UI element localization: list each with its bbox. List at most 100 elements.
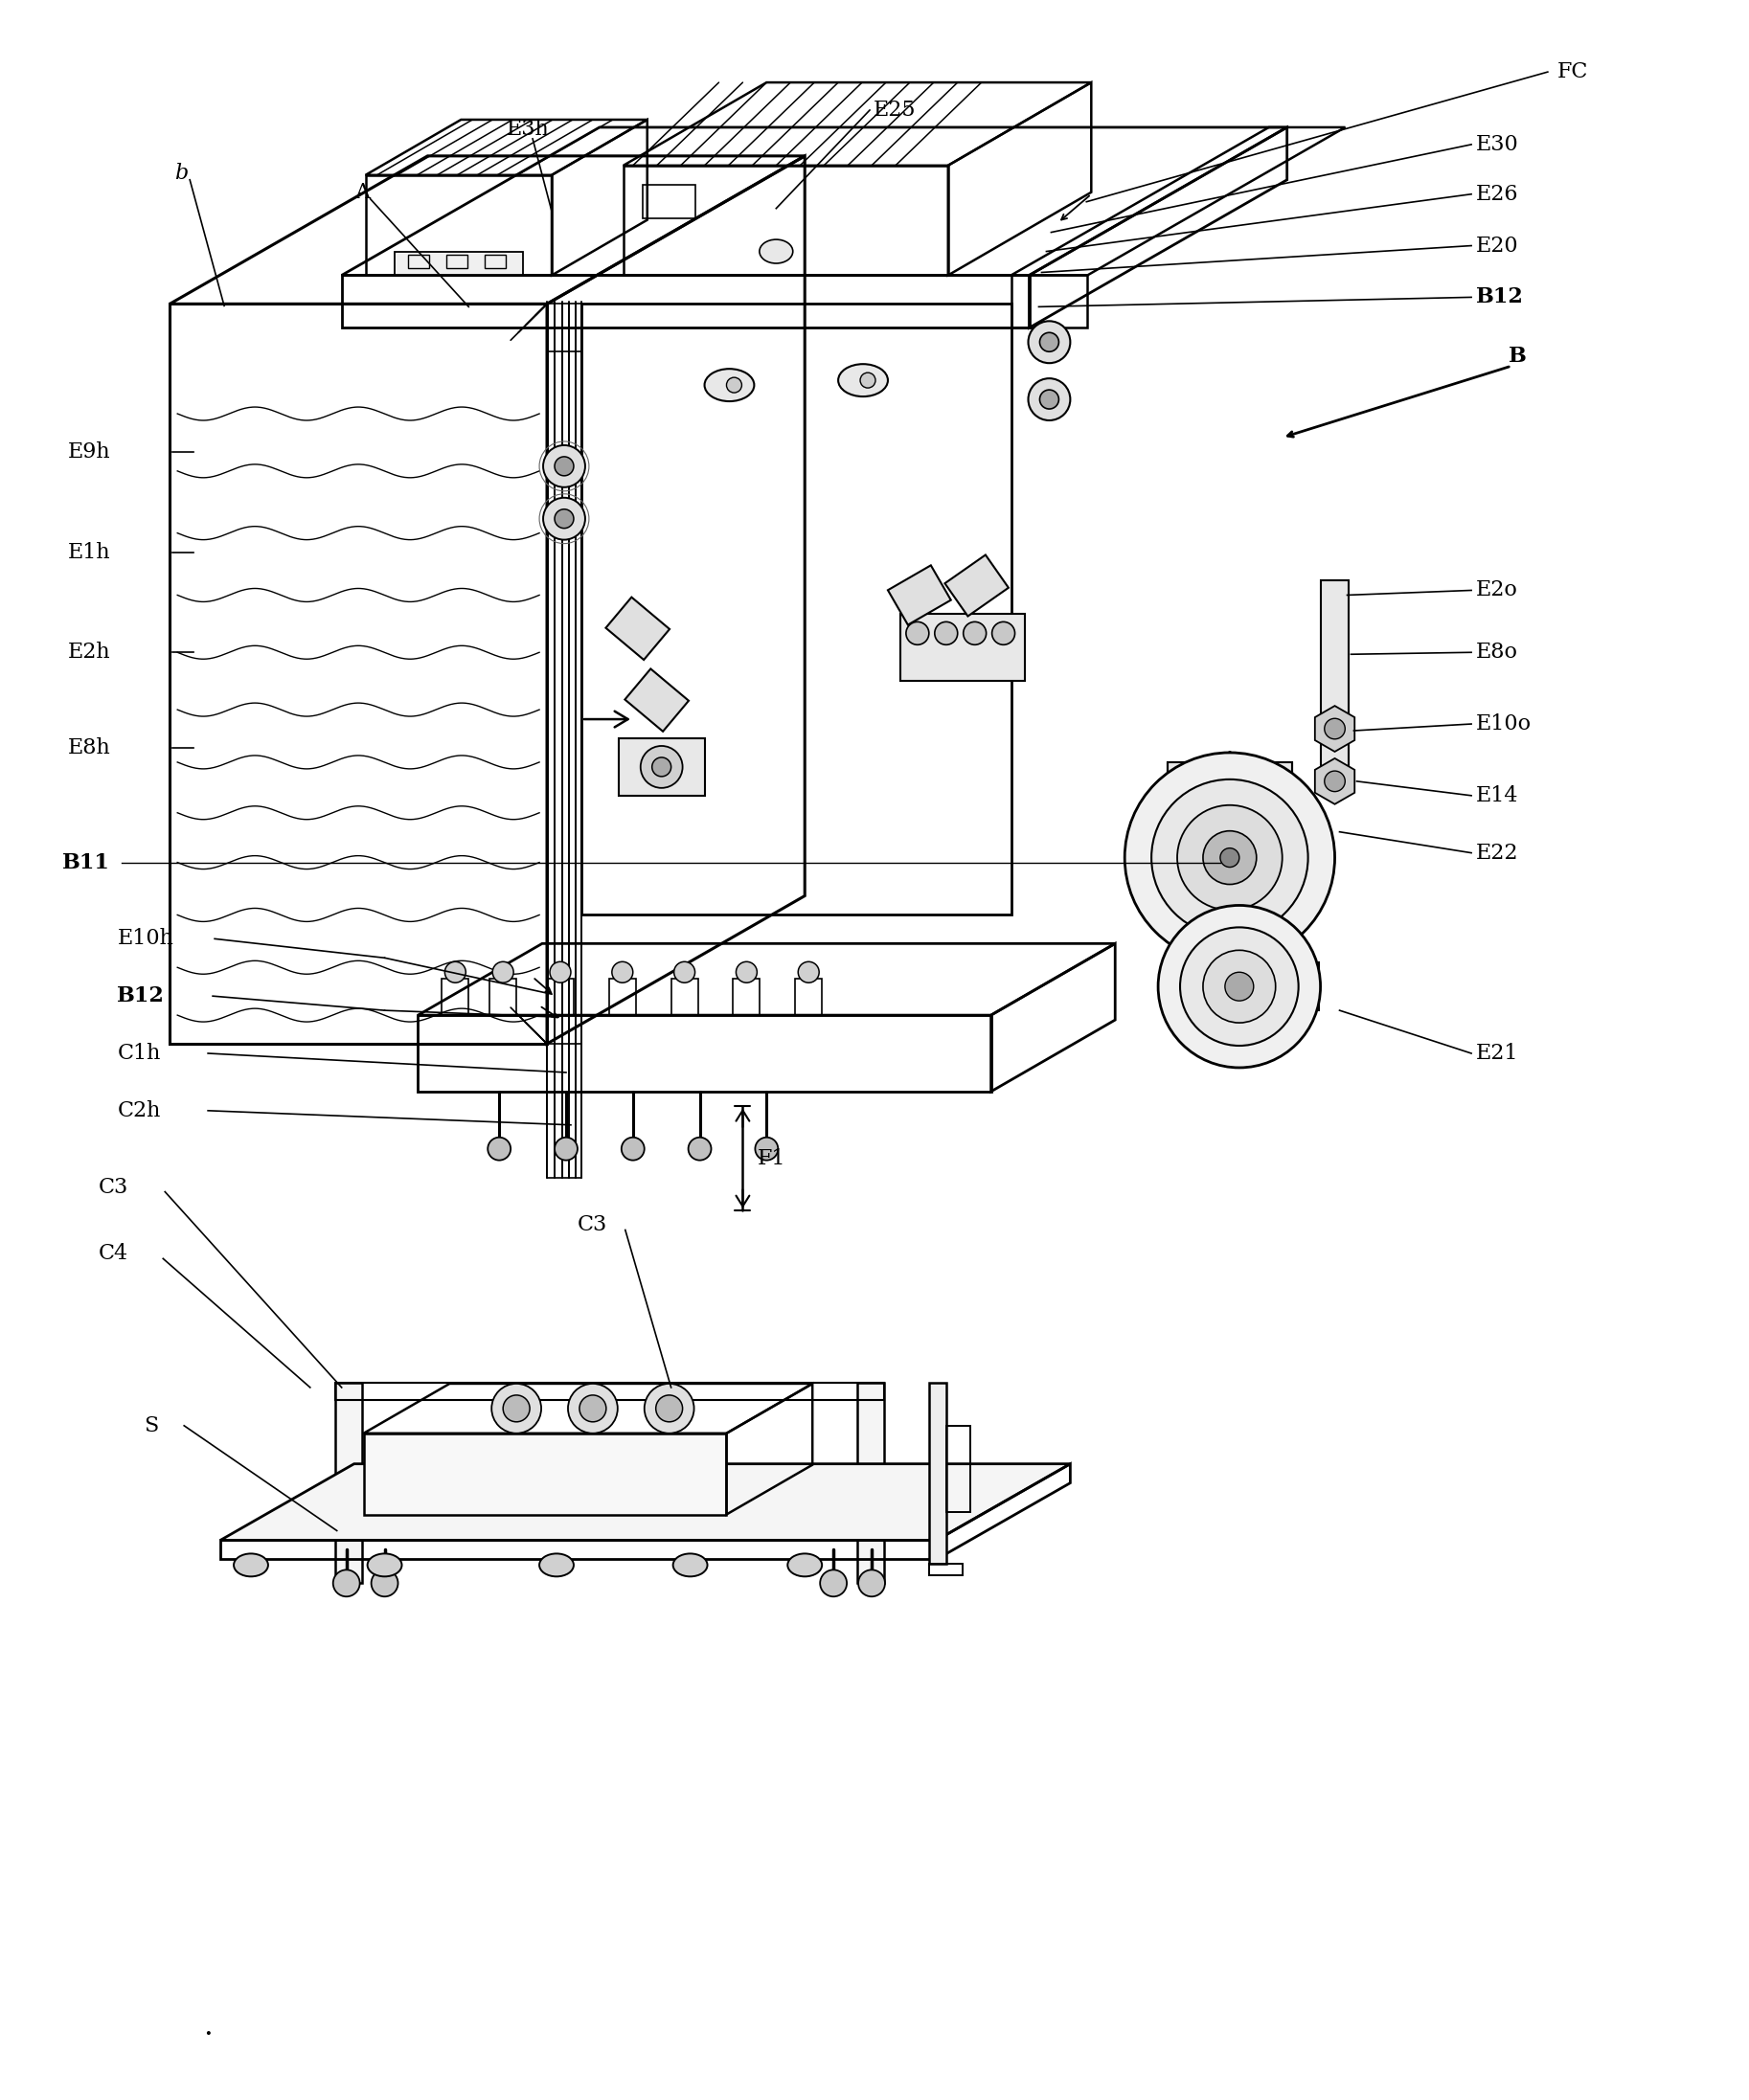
Text: C4: C4 bbox=[98, 1243, 128, 1264]
Text: E26: E26 bbox=[1476, 183, 1518, 204]
Text: E3h: E3h bbox=[507, 120, 549, 141]
Bar bbox=[336, 1382, 362, 1583]
Bar bbox=[581, 304, 1011, 916]
Polygon shape bbox=[220, 1464, 1070, 1539]
Bar bbox=[857, 1382, 883, 1583]
Circle shape bbox=[1039, 391, 1058, 410]
Bar bbox=[442, 979, 469, 1014]
Circle shape bbox=[488, 1138, 511, 1161]
Text: C2h: C2h bbox=[117, 1100, 161, 1121]
Ellipse shape bbox=[539, 1554, 574, 1577]
Text: E20: E20 bbox=[1476, 235, 1518, 256]
Text: E9h: E9h bbox=[68, 441, 110, 462]
Circle shape bbox=[1203, 949, 1275, 1023]
Text: E8h: E8h bbox=[68, 737, 110, 758]
Circle shape bbox=[656, 1394, 682, 1422]
Circle shape bbox=[859, 1571, 885, 1596]
Bar bbox=[220, 1539, 936, 1560]
Circle shape bbox=[1028, 378, 1070, 420]
Circle shape bbox=[491, 1384, 540, 1434]
Circle shape bbox=[689, 1138, 712, 1161]
Bar bbox=[490, 979, 516, 1014]
Circle shape bbox=[861, 372, 876, 389]
Bar bbox=[409, 254, 430, 269]
Bar bbox=[364, 1434, 726, 1514]
Circle shape bbox=[820, 1571, 847, 1596]
Circle shape bbox=[1125, 752, 1334, 962]
Ellipse shape bbox=[759, 239, 792, 262]
Circle shape bbox=[554, 508, 574, 529]
Ellipse shape bbox=[787, 1554, 822, 1577]
Circle shape bbox=[640, 746, 682, 788]
Circle shape bbox=[756, 1138, 778, 1161]
Circle shape bbox=[332, 1571, 360, 1596]
Circle shape bbox=[1203, 832, 1256, 884]
Text: E14: E14 bbox=[1476, 785, 1518, 806]
Circle shape bbox=[798, 962, 819, 983]
Ellipse shape bbox=[838, 363, 888, 397]
Circle shape bbox=[554, 456, 574, 477]
Text: E2o: E2o bbox=[1476, 580, 1518, 601]
Text: E21: E21 bbox=[1476, 1044, 1518, 1065]
Circle shape bbox=[444, 962, 465, 983]
Ellipse shape bbox=[705, 370, 754, 401]
Text: A: A bbox=[353, 183, 369, 204]
Circle shape bbox=[726, 378, 742, 393]
Circle shape bbox=[934, 622, 958, 645]
Circle shape bbox=[906, 622, 929, 645]
Circle shape bbox=[992, 622, 1014, 645]
Text: FC: FC bbox=[1557, 61, 1588, 82]
Circle shape bbox=[1151, 779, 1308, 937]
Ellipse shape bbox=[673, 1554, 707, 1577]
Circle shape bbox=[1177, 804, 1282, 909]
Bar bbox=[901, 613, 1025, 680]
Bar bbox=[946, 1426, 971, 1512]
Text: C1h: C1h bbox=[117, 1044, 161, 1065]
Bar bbox=[394, 252, 523, 275]
Text: E1h: E1h bbox=[68, 542, 110, 563]
Bar bbox=[672, 979, 698, 1014]
Circle shape bbox=[549, 962, 570, 983]
Bar bbox=[623, 166, 948, 275]
Bar bbox=[1168, 762, 1293, 857]
Bar bbox=[929, 1382, 946, 1565]
Circle shape bbox=[504, 1394, 530, 1422]
Bar bbox=[929, 1565, 962, 1575]
Text: C3: C3 bbox=[98, 1176, 128, 1197]
Text: b: b bbox=[175, 162, 189, 183]
Bar bbox=[446, 254, 467, 269]
Circle shape bbox=[544, 445, 586, 487]
Circle shape bbox=[579, 1394, 607, 1422]
Ellipse shape bbox=[234, 1554, 268, 1577]
Circle shape bbox=[1039, 332, 1058, 351]
Circle shape bbox=[1181, 928, 1298, 1046]
Circle shape bbox=[1324, 771, 1345, 792]
Text: E2h: E2h bbox=[68, 643, 110, 664]
Circle shape bbox=[736, 962, 757, 983]
Circle shape bbox=[612, 962, 633, 983]
Circle shape bbox=[673, 962, 694, 983]
Text: E25: E25 bbox=[873, 99, 916, 120]
Circle shape bbox=[1158, 905, 1320, 1067]
Bar bbox=[733, 979, 759, 1014]
Circle shape bbox=[1028, 321, 1070, 363]
Bar bbox=[1167, 962, 1319, 1010]
Text: B12: B12 bbox=[117, 985, 164, 1006]
Text: E30: E30 bbox=[1476, 134, 1518, 155]
Circle shape bbox=[544, 498, 586, 540]
Circle shape bbox=[964, 622, 986, 645]
Polygon shape bbox=[888, 565, 951, 626]
Bar bbox=[619, 739, 705, 796]
Circle shape bbox=[621, 1138, 644, 1161]
Polygon shape bbox=[624, 668, 689, 731]
Bar bbox=[170, 304, 547, 1044]
Ellipse shape bbox=[367, 1554, 402, 1577]
Polygon shape bbox=[944, 554, 1009, 615]
Bar bbox=[1011, 275, 1088, 328]
Text: F1: F1 bbox=[757, 1149, 785, 1170]
Polygon shape bbox=[1315, 758, 1355, 804]
Polygon shape bbox=[1315, 706, 1355, 752]
Circle shape bbox=[493, 962, 514, 983]
Circle shape bbox=[554, 1138, 577, 1161]
Bar bbox=[1320, 582, 1348, 781]
